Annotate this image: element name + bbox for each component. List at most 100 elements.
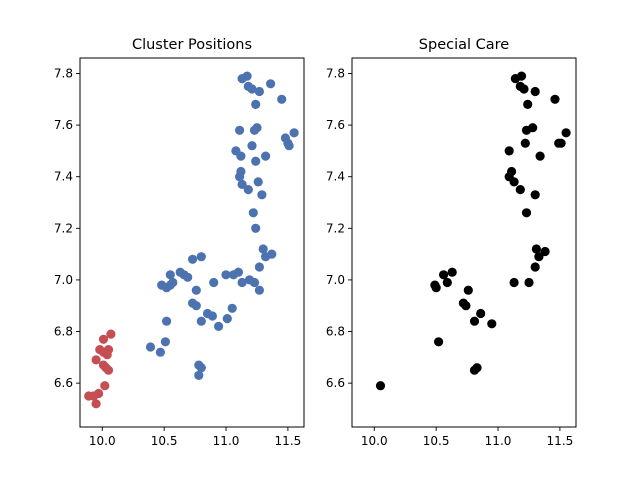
- data-point: [188, 254, 198, 264]
- data-point: [160, 337, 170, 347]
- data-point: [196, 252, 206, 262]
- data-point: [253, 177, 263, 187]
- data-point: [106, 329, 116, 339]
- data-point: [284, 141, 294, 151]
- data-point: [257, 190, 267, 200]
- data-point: [469, 316, 480, 326]
- data-point: [194, 370, 204, 380]
- data-point: [91, 355, 101, 365]
- data-point: [191, 301, 201, 311]
- chart-title: Special Care: [419, 37, 510, 53]
- data-point: [207, 311, 217, 321]
- data-point: [521, 208, 532, 218]
- data-point: [524, 277, 534, 288]
- data-point: [530, 262, 540, 272]
- data-point: [168, 277, 178, 288]
- data-point: [261, 151, 271, 161]
- data-point: [509, 277, 519, 288]
- data-point: [476, 308, 486, 319]
- data-point: [530, 190, 540, 200]
- data-point: [431, 283, 441, 293]
- x-tick-label: 10.0: [361, 434, 388, 448]
- y-tick-label: 7.6: [326, 118, 345, 132]
- data-point: [249, 277, 260, 288]
- data-point: [196, 316, 206, 326]
- data-point: [252, 123, 262, 133]
- data-point: [516, 71, 527, 81]
- ticks-layer: 10.0 10.5 11.0 11.5 6.6 6.8 7.0 7.2 7.4 7.6 7.8: [326, 66, 573, 448]
- data-point: [254, 86, 264, 97]
- special-care-panel: Special Care 10.0 10.5 11.0 11.5 6.6 6.8 7.0 7.…: [326, 37, 577, 448]
- data-point: [236, 151, 246, 161]
- y-tick-label: 7.4: [54, 170, 73, 184]
- data-point: [162, 316, 172, 326]
- data-point: [227, 303, 237, 313]
- y-tick-label: 7.2: [54, 221, 73, 235]
- data-point: [237, 179, 247, 189]
- data-point: [254, 285, 264, 295]
- y-tick-label: 7.0: [54, 273, 73, 287]
- data-point: [447, 267, 457, 277]
- y-tick-label: 6.6: [326, 376, 345, 390]
- data-point: [248, 208, 258, 218]
- data-point: [519, 84, 529, 94]
- plot-frame: [351, 57, 577, 428]
- data-point: [237, 277, 247, 288]
- data-point: [556, 138, 566, 148]
- data-point: [534, 252, 544, 262]
- data-point: [214, 321, 224, 331]
- data-point: [531, 244, 542, 254]
- data-point: [165, 270, 175, 280]
- data-point: [94, 388, 104, 399]
- data-point: [442, 277, 452, 288]
- plot-frame: [79, 57, 305, 428]
- data-point: [535, 151, 545, 161]
- data-point: [267, 249, 277, 259]
- data-point: [561, 128, 571, 138]
- y-tick-label: 7.0: [326, 273, 345, 287]
- data-point: [277, 94, 287, 104]
- data-point: [103, 365, 114, 375]
- data-point: [209, 277, 219, 288]
- data-point: [145, 342, 156, 352]
- data-point: [540, 246, 550, 257]
- data-point: [236, 166, 246, 177]
- data-point: [530, 86, 540, 97]
- data-point: [222, 314, 232, 324]
- data-point: [251, 156, 261, 166]
- data-point: [183, 272, 193, 282]
- data-point: [254, 262, 264, 272]
- data-point: [550, 94, 560, 104]
- x-tick-label: 10.5: [151, 434, 178, 448]
- cluster-positions-panel: Cluster Positions 10.0 10.5 11.0 11.5 6.6 6.8…: [54, 37, 305, 448]
- data-point: [98, 334, 109, 344]
- data-point: [100, 381, 110, 391]
- y-tick-label: 7.6: [54, 118, 73, 132]
- data-point: [91, 399, 101, 409]
- y-tick-label: 6.6: [54, 376, 73, 390]
- data-point: [191, 285, 201, 295]
- data-point: [247, 141, 257, 151]
- points-layer: [84, 71, 299, 409]
- y-tick-label: 7.4: [326, 170, 345, 184]
- data-point: [463, 285, 473, 295]
- x-tick-label: 11.0: [213, 434, 240, 448]
- x-tick-label: 11.5: [547, 434, 574, 448]
- data-point: [266, 79, 276, 89]
- data-point: [375, 381, 386, 391]
- data-point: [472, 363, 482, 373]
- x-tick-label: 10.0: [89, 434, 116, 448]
- y-tick-label: 7.8: [54, 66, 73, 80]
- x-tick-label: 11.0: [485, 434, 512, 448]
- ticks-layer: 10.0 10.5 11.0 11.5 6.6 6.8 7.0 7.2 7.4 7.6 7.8: [54, 66, 301, 448]
- y-tick-label: 7.2: [326, 221, 345, 235]
- data-point: [504, 146, 514, 156]
- data-point: [434, 337, 444, 347]
- data-point: [507, 166, 517, 177]
- data-point: [221, 270, 231, 280]
- data-point: [528, 123, 538, 133]
- data-point: [258, 244, 268, 254]
- points-layer: [375, 71, 571, 391]
- y-tick-label: 6.8: [54, 325, 73, 339]
